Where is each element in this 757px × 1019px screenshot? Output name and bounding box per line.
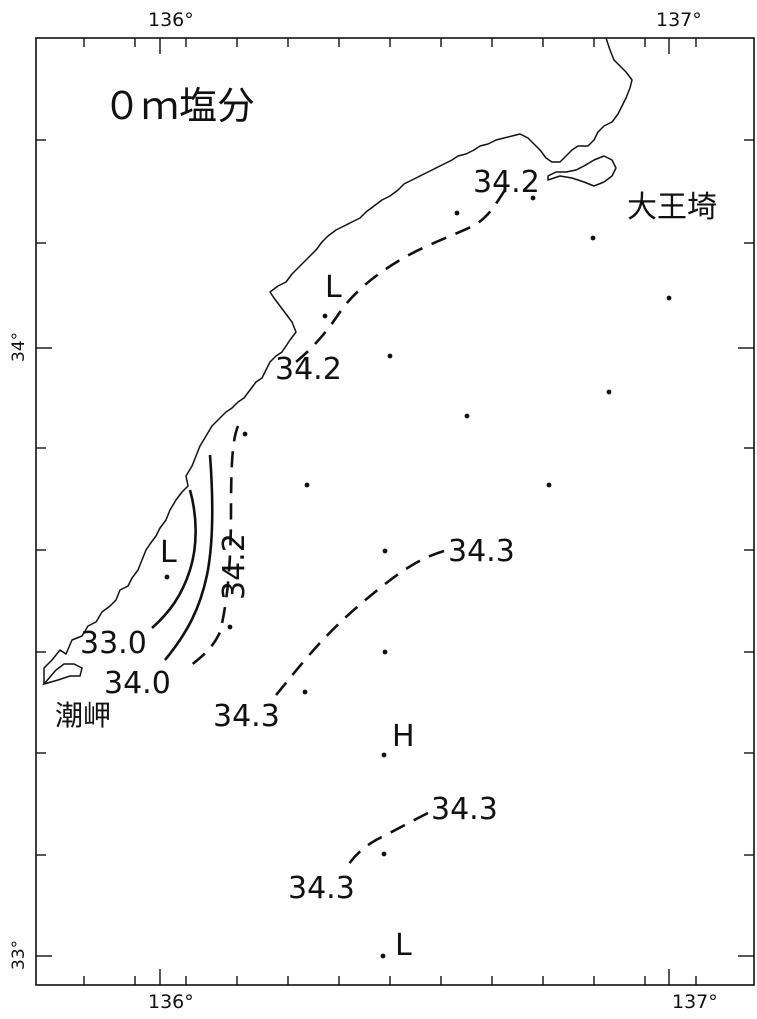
high-marker-center: H [392, 719, 415, 754]
coastline-island-shiono [41, 663, 83, 686]
frame-ticks [36, 38, 754, 985]
contour-label-34-3-low-right: 34.3 [431, 792, 498, 827]
isohaline-34-2-vertical [184, 425, 240, 672]
low-marker-upper: L [325, 270, 342, 305]
contour-label-34-3-mid-left: 34.3 [213, 699, 280, 734]
isohaline-34-0 [163, 454, 214, 661]
isohaline-34-3-low [343, 811, 429, 871]
contour-label-33-0: 33.0 [80, 626, 147, 661]
left-tick-33: 33° [9, 940, 29, 970]
map-title: ０ｍ塩分 [103, 84, 255, 128]
isohaline-33-0 [151, 489, 197, 629]
contour-label-34-2-vertical: 34.2 [217, 533, 252, 600]
place-shionomisaki: 潮岬 [55, 699, 111, 732]
top-tick-136: 136° [148, 9, 194, 31]
contour-label-34-0: 34.0 [104, 666, 171, 701]
low-marker-coast: L [160, 535, 177, 570]
low-marker-bottom: L [395, 928, 412, 963]
contour-label-34-2-top-right: 34.2 [473, 165, 540, 200]
isohaline-34-3-mid [271, 549, 445, 701]
bottom-tick-136: 136° [148, 991, 194, 1013]
isohaline-34-2-upper [295, 189, 507, 363]
bottom-tick-137: 137° [672, 991, 718, 1013]
coastline [43, 37, 633, 684]
stations [164, 195, 672, 959]
coastline-bay [547, 155, 617, 187]
place-daiozaki: 大王埼 [627, 190, 717, 225]
left-tick-34: 34° [9, 332, 29, 362]
map-frame [35, 37, 755, 986]
contour-label-34-2-upper-left: 34.2 [275, 352, 342, 387]
top-tick-137: 137° [656, 9, 702, 31]
contour-label-34-3-mid-right: 34.3 [448, 534, 515, 569]
contour-label-34-3-low-left: 34.3 [288, 871, 355, 906]
